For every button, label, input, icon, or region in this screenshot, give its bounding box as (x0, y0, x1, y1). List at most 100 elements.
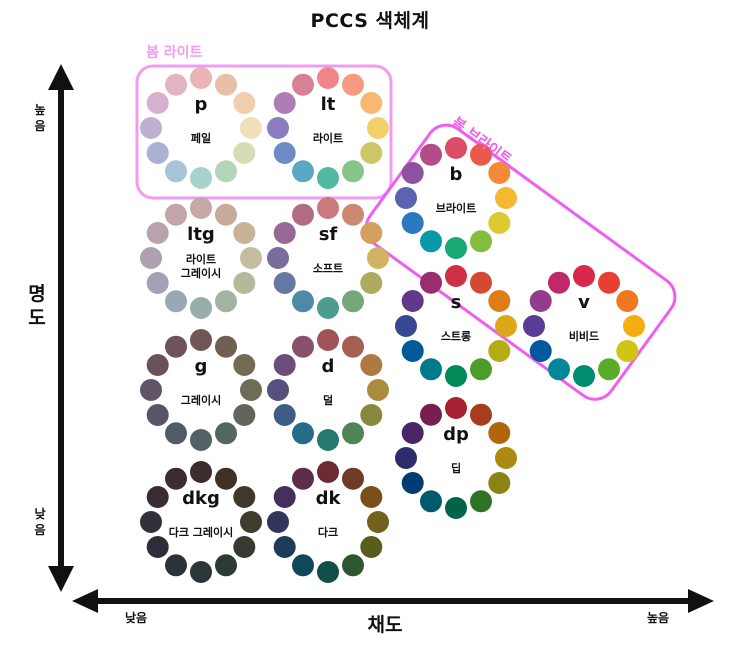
tone-wheel-dk (267, 461, 389, 583)
tone-name-dk: 다크 (317, 526, 339, 539)
color-swatch (292, 467, 314, 490)
color-swatch (273, 404, 296, 426)
color-swatch (233, 404, 256, 426)
tone-wheel-dp (395, 397, 517, 519)
color-swatch (165, 290, 187, 313)
color-swatch (292, 160, 314, 183)
tone-name-d: 덜 (322, 394, 334, 407)
color-swatch (488, 212, 511, 234)
color-swatch (360, 354, 383, 376)
color-swatch (165, 73, 187, 96)
color-swatch (623, 315, 645, 337)
tone-name-p: 페일 (190, 132, 212, 145)
color-swatch (215, 335, 237, 358)
color-swatch (342, 160, 364, 183)
color-swatch (401, 422, 424, 444)
color-swatch (470, 143, 492, 166)
tone-wheel-dkg (140, 461, 262, 583)
color-swatch (146, 142, 169, 164)
color-swatch (140, 379, 162, 401)
tone-code-d: d (321, 356, 335, 377)
color-swatch (342, 422, 364, 445)
color-swatch (215, 467, 237, 490)
color-swatch (420, 358, 442, 381)
color-swatch (317, 329, 339, 351)
color-swatch (292, 335, 314, 358)
color-swatch (233, 354, 256, 376)
color-swatch (360, 92, 383, 114)
color-swatch (273, 92, 296, 114)
color-swatch (165, 467, 187, 490)
color-swatch (292, 422, 314, 445)
color-swatch (240, 247, 262, 269)
color-swatch (488, 422, 511, 444)
color-swatch (240, 511, 262, 533)
tone-wheel-b (395, 137, 517, 259)
color-swatch (342, 554, 364, 577)
color-swatch (267, 247, 289, 269)
diagram-title: PCCS 색체계 (310, 10, 430, 32)
color-swatch (267, 511, 289, 533)
color-swatch (470, 230, 492, 253)
color-swatch (273, 536, 296, 558)
color-swatch (367, 511, 389, 533)
tone-wheel-sf (267, 197, 389, 319)
color-swatch (233, 92, 256, 114)
color-swatch (445, 365, 467, 387)
tone-wheels (140, 67, 645, 583)
color-swatch (548, 358, 570, 381)
color-swatch (190, 329, 212, 351)
color-swatch (495, 447, 517, 469)
color-swatch (215, 290, 237, 313)
color-swatch (360, 272, 383, 294)
color-swatch (190, 167, 212, 189)
color-swatch (445, 497, 467, 519)
color-swatch (360, 222, 383, 244)
tone-code-ltg: ltg (187, 224, 215, 245)
color-swatch (420, 403, 442, 426)
tone-name-g: 그레이시 (180, 394, 222, 407)
color-swatch (190, 461, 212, 483)
color-swatch (495, 315, 517, 337)
tone-wheel-ltg (140, 197, 262, 319)
color-swatch (342, 467, 364, 490)
tone-name-ltg: 라이트 그레이시 (180, 253, 222, 280)
color-swatch (317, 297, 339, 319)
color-swatch (317, 197, 339, 219)
color-swatch (292, 203, 314, 226)
color-swatch (420, 230, 442, 253)
color-swatch (292, 554, 314, 577)
lightness-high-label: 높음 (34, 103, 46, 133)
tone-code-p: p (194, 94, 208, 115)
color-swatch (267, 117, 289, 139)
color-swatch (146, 92, 169, 114)
color-swatch (215, 73, 237, 96)
chroma-low-label: 낮음 (124, 611, 148, 625)
color-swatch (360, 486, 383, 508)
color-swatch (445, 397, 467, 419)
color-swatch (342, 335, 364, 358)
color-swatch (470, 271, 492, 294)
color-swatch (165, 203, 187, 226)
spring-bright-group-box (364, 123, 677, 401)
color-swatch (395, 315, 417, 337)
tone-wheel-p (140, 67, 262, 189)
color-swatch (598, 358, 620, 381)
chroma-axis-label: 채도 (367, 614, 403, 636)
color-swatch (146, 536, 169, 558)
color-swatch (165, 335, 187, 358)
color-swatch (523, 315, 545, 337)
spring-light-group-box (135, 64, 393, 200)
color-swatch (190, 67, 212, 89)
color-swatch (616, 290, 639, 312)
color-swatch (445, 137, 467, 159)
color-swatch (240, 379, 262, 401)
color-swatch (292, 290, 314, 313)
color-swatch (317, 67, 339, 89)
color-swatch (190, 561, 212, 583)
color-swatch (395, 447, 417, 469)
color-swatch (401, 340, 424, 362)
tone-code-b: b (449, 164, 463, 185)
color-swatch (215, 160, 237, 183)
